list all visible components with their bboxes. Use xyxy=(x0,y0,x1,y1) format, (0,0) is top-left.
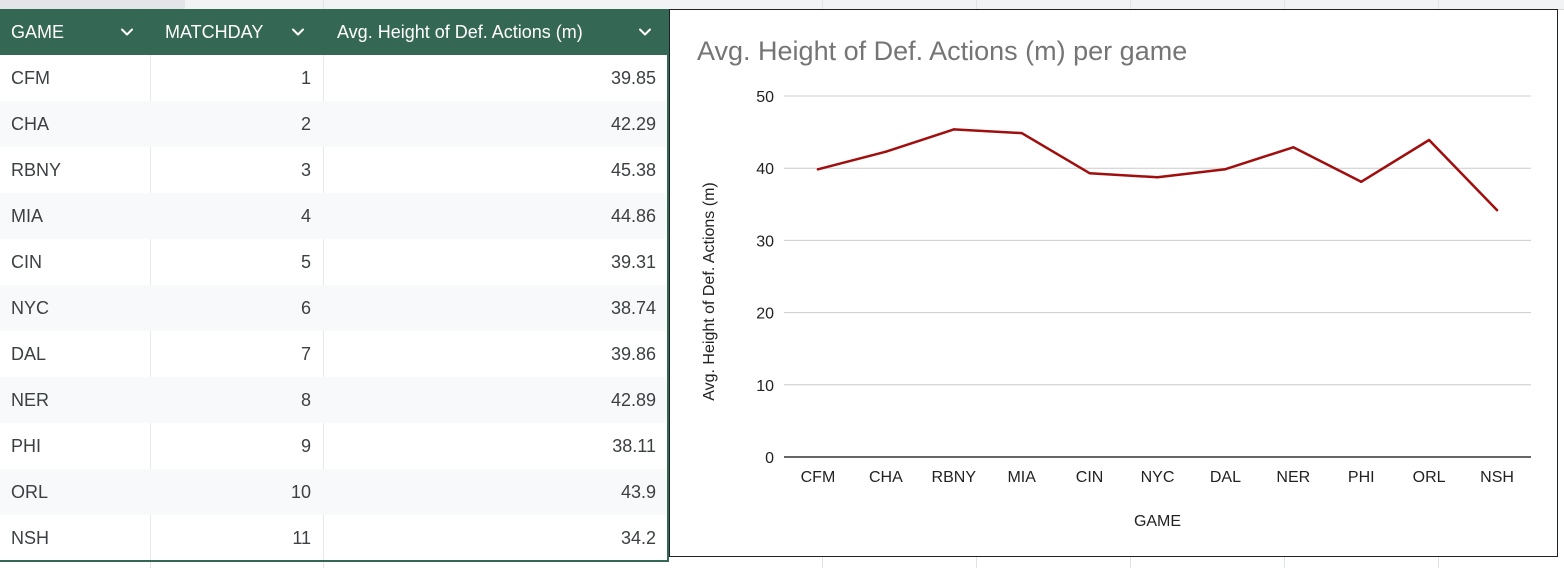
y-tick-label: 10 xyxy=(756,378,774,395)
x-tick-label: NYC xyxy=(1141,469,1175,486)
cell-avg-height[interactable]: 39.85 xyxy=(610,68,656,88)
cell-avg-height[interactable]: 43.9 xyxy=(620,482,656,502)
table-row[interactable]: NSH 11 34.2 xyxy=(0,515,667,561)
table-row[interactable]: CFM 1 39.85 xyxy=(0,55,667,101)
cell-game[interactable]: NER xyxy=(11,390,50,410)
cell-game[interactable]: PHI xyxy=(11,436,42,456)
cell-matchday[interactable]: 8 xyxy=(300,390,311,410)
cell-avg-height[interactable]: 38.11 xyxy=(612,436,656,456)
data-point xyxy=(816,168,820,171)
table-row[interactable]: CIN 5 39.31 xyxy=(0,239,667,285)
cell-matchday[interactable]: 6 xyxy=(300,298,311,318)
table-row[interactable]: NYC 6 38.74 xyxy=(0,285,667,331)
x-tick-label: CFM xyxy=(801,469,836,486)
series-line xyxy=(816,128,1499,212)
column-header-matchday[interactable]: MATCHDAY xyxy=(165,9,263,55)
y-axis-title: Avg. Height of Def. Actions (m) xyxy=(701,182,718,400)
data-point xyxy=(1495,208,1499,212)
cell-game[interactable]: ORL xyxy=(11,482,49,502)
cell-avg-height[interactable]: 38.74 xyxy=(610,298,656,318)
cell-avg-height[interactable]: 34.2 xyxy=(620,528,656,548)
x-tick-label: ORL xyxy=(1413,469,1446,486)
data-table: GAME MATCHDAY Avg. Height of Def. Action… xyxy=(0,9,669,562)
cell-game[interactable]: CFM xyxy=(11,68,50,88)
x-tick-label: NER xyxy=(1276,469,1310,486)
sheet-top-tab xyxy=(0,0,185,9)
cell-avg-height[interactable]: 39.31 xyxy=(610,252,656,272)
table-row[interactable]: DAL 7 39.86 xyxy=(0,331,667,377)
column-header-label: Avg. Height of Def. Actions (m) xyxy=(337,22,583,42)
data-point xyxy=(1292,146,1295,149)
cell-avg-height[interactable]: 42.29 xyxy=(610,114,656,134)
cell-matchday[interactable]: 1 xyxy=(300,68,311,88)
cell-game[interactable]: CHA xyxy=(11,114,50,134)
y-tick-label: 0 xyxy=(765,450,774,467)
filter-chevron-down-icon[interactable] xyxy=(290,24,306,40)
cell-matchday[interactable]: 4 xyxy=(300,206,311,226)
column-header-avg-height[interactable]: Avg. Height of Def. Actions (m) xyxy=(337,9,583,55)
y-tick-label: 50 xyxy=(756,89,774,106)
filter-chevron-down-icon[interactable] xyxy=(637,24,653,40)
cell-game[interactable]: RBNY xyxy=(11,160,62,180)
x-tick-label: PHI xyxy=(1348,469,1375,486)
cell-avg-height[interactable]: 42.89 xyxy=(610,390,656,410)
column-header-label: MATCHDAY xyxy=(165,22,264,42)
table-header-row: GAME MATCHDAY Avg. Height of Def. Action… xyxy=(0,9,669,55)
x-tick-label: RBNY xyxy=(932,469,977,486)
table-row[interactable]: MIA 4 44.86 xyxy=(0,193,667,239)
table-row[interactable]: RBNY 3 45.38 xyxy=(0,147,667,193)
cell-matchday[interactable]: 7 xyxy=(300,344,311,364)
x-axis-title: GAME xyxy=(1134,513,1181,530)
x-tick-label: CIN xyxy=(1076,469,1104,486)
cell-matchday[interactable]: 5 xyxy=(300,252,311,272)
cell-matchday[interactable]: 3 xyxy=(300,160,311,180)
cell-avg-height[interactable]: 45.38 xyxy=(610,160,656,180)
line-chart-panel[interactable]: Avg. Height of Def. Actions (m) per game… xyxy=(669,9,1558,557)
table-row[interactable]: NER 8 42.89 xyxy=(0,377,667,423)
data-point xyxy=(952,128,955,131)
column-header-label: GAME xyxy=(11,22,65,42)
x-tick-label: NSH xyxy=(1480,469,1514,486)
cell-avg-height[interactable]: 39.86 xyxy=(610,344,656,364)
cell-matchday[interactable]: 11 xyxy=(292,528,311,548)
y-tick-label: 20 xyxy=(756,306,774,323)
data-point xyxy=(884,150,888,153)
data-point xyxy=(1156,176,1159,179)
chart-title: Avg. Height of Def. Actions (m) per game xyxy=(697,36,1188,66)
data-point xyxy=(1088,171,1091,175)
cell-game[interactable]: NSH xyxy=(11,528,50,548)
x-tick-label: MIA xyxy=(1007,469,1036,486)
cell-game[interactable]: DAL xyxy=(11,344,47,364)
cell-matchday[interactable]: 2 xyxy=(300,114,311,134)
line-chart: 0 10 20 30 40 50 CFM CHA RBNY MIA CIN NYC DAL NER PHI O… xyxy=(701,89,1531,530)
cell-matchday[interactable]: 10 xyxy=(290,482,311,502)
y-tick-label: 30 xyxy=(756,233,774,250)
data-point xyxy=(1224,168,1227,171)
cell-avg-height[interactable]: 44.86 xyxy=(610,206,656,226)
table-row[interactable]: ORL 10 43.9 xyxy=(0,469,667,515)
cell-game[interactable]: NYC xyxy=(11,298,50,318)
table-row[interactable]: PHI 9 38.11 xyxy=(0,423,667,469)
filter-chevron-down-icon[interactable] xyxy=(119,24,135,40)
table-row[interactable]: CHA 2 42.29 xyxy=(0,101,667,147)
cell-game[interactable]: CIN xyxy=(11,252,42,272)
cell-game[interactable]: MIA xyxy=(11,206,44,226)
y-tick-label: 40 xyxy=(756,161,774,178)
data-point xyxy=(1360,180,1363,184)
data-point xyxy=(1427,138,1431,142)
cell-matchday[interactable]: 9 xyxy=(300,436,311,456)
x-tick-label: DAL xyxy=(1210,469,1241,486)
data-point xyxy=(1020,131,1023,135)
x-tick-label: CHA xyxy=(869,469,903,486)
column-header-game[interactable]: GAME xyxy=(11,9,64,55)
